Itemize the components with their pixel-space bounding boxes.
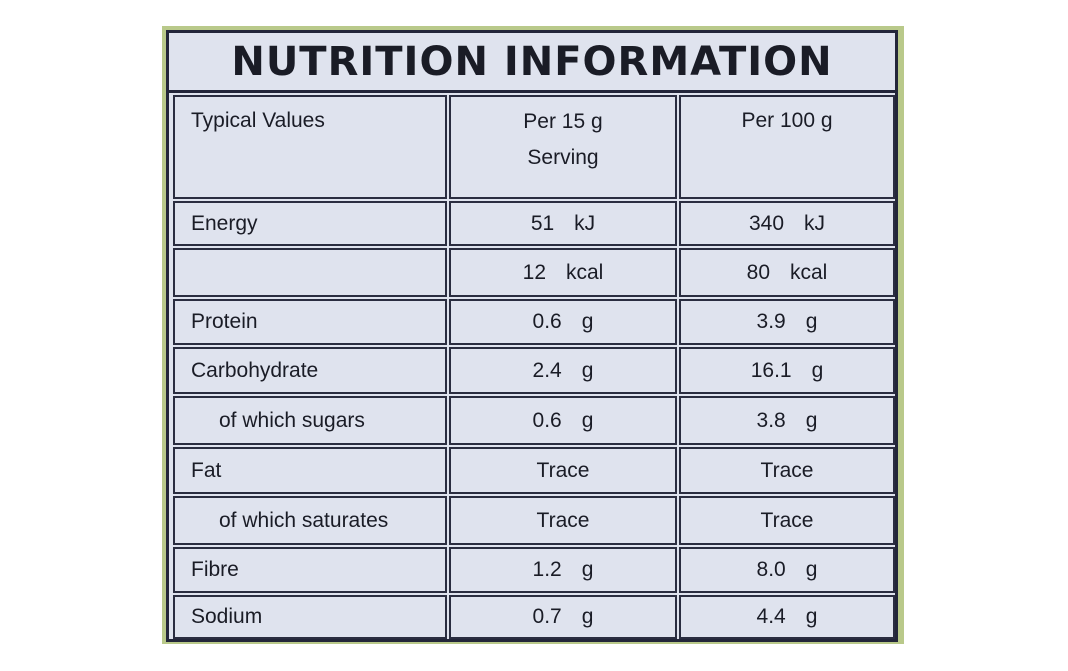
value: 0.6 [532, 408, 562, 432]
value: 3.9 [756, 310, 786, 333]
value: 80 [746, 260, 770, 284]
row-label-fat: Fat [173, 447, 447, 494]
unit: g [581, 558, 594, 581]
unit: g [581, 605, 594, 628]
unit: g [811, 358, 824, 382]
header-per-serving: Per 15 g Serving [449, 95, 677, 199]
nutrition-title: NUTRITION INFORMATION [169, 33, 895, 93]
row-serving-energy-kj: 51 kJ [449, 201, 677, 246]
row-serving-fat: Trace [449, 447, 677, 494]
row-per100-fibre: 8.0 g [679, 547, 895, 593]
row-serving-fibre: 1.2 g [449, 547, 677, 593]
row-per100-sugars: 3.8 g [679, 396, 895, 445]
row-label-energy-kcal [173, 248, 447, 297]
unit: g [581, 358, 594, 382]
unit: kJ [804, 211, 826, 235]
row-serving-energy-kcal: 12 kcal [449, 248, 677, 297]
value: 16.1 [750, 358, 792, 382]
value: 12 [522, 260, 546, 284]
row-per100-saturates: Trace [679, 496, 895, 545]
row-serving-sugars: 0.6 g [449, 396, 677, 445]
nutrition-label: NUTRITION INFORMATION Typical Values Per… [166, 30, 898, 642]
row-label-energy: Energy [173, 201, 447, 246]
row-per100-energy-kj: 340 kJ [679, 201, 895, 246]
value: 4.4 [756, 605, 786, 628]
row-serving-carbohydrate: 2.4 g [449, 347, 677, 394]
unit: g [805, 558, 818, 581]
row-serving-protein: 0.6 g [449, 299, 677, 345]
unit: g [805, 605, 818, 628]
value: 51 [530, 211, 555, 235]
value: 1.2 [532, 558, 562, 581]
unit: kJ [574, 211, 596, 235]
value: 2.4 [532, 358, 562, 382]
unit: g [581, 408, 594, 432]
row-serving-saturates: Trace [449, 496, 677, 545]
row-label-protein: Protein [173, 299, 447, 345]
row-per100-carbohydrate: 16.1 g [679, 347, 895, 394]
value: 0.6 [532, 310, 562, 333]
row-per100-sodium: 4.4 g [679, 595, 895, 639]
unit: g [805, 408, 818, 432]
row-serving-sodium: 0.7 g [449, 595, 677, 639]
unit: g [805, 310, 818, 333]
unit: g [581, 310, 594, 333]
value: 8.0 [756, 558, 786, 581]
header-per-serving-line1: Per 15 g [523, 110, 603, 133]
row-per100-energy-kcal: 80 kcal [679, 248, 895, 297]
row-label-carbohydrate: Carbohydrate [173, 347, 447, 394]
header-per-serving-line2: Serving [527, 146, 599, 169]
header-per-100g: Per 100 g [679, 95, 895, 199]
value: 340 [748, 211, 785, 235]
value: 3.8 [756, 408, 786, 432]
header-typical-values: Typical Values [173, 95, 447, 199]
value: 0.7 [532, 605, 562, 628]
row-per100-fat: Trace [679, 447, 895, 494]
row-per100-protein: 3.9 g [679, 299, 895, 345]
row-label-sugars: of which sugars [173, 396, 447, 445]
unit: kcal [566, 260, 604, 284]
unit: kcal [790, 260, 828, 284]
row-label-sodium: Sodium [173, 595, 447, 639]
row-label-fibre: Fibre [173, 547, 447, 593]
row-label-saturates: of which saturates [173, 496, 447, 545]
